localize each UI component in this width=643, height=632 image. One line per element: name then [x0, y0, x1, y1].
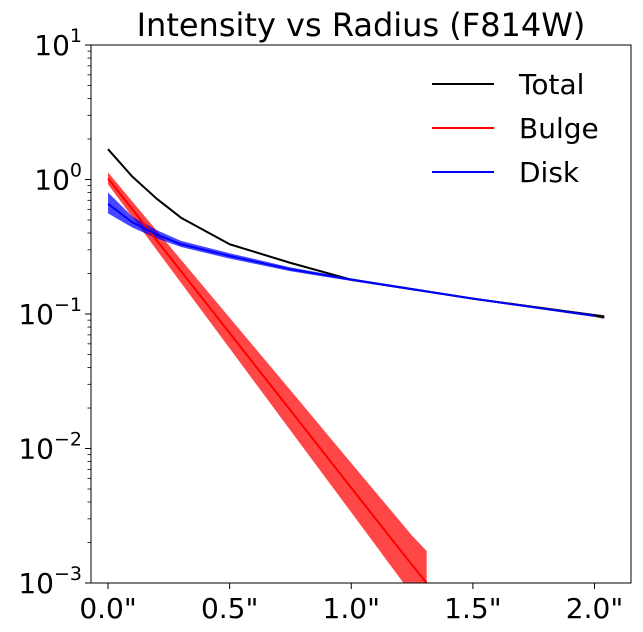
x-tick-label: 0.5" — [201, 592, 258, 625]
y-tick-label: 100 — [34, 160, 82, 197]
legend-label-disk: Disk — [519, 156, 580, 189]
y-axis: 10−3 10−2 10−1 100 101 — [18, 25, 91, 600]
x-tick-label: 1.0" — [323, 592, 380, 625]
chart-title: Intensity vs Radius (F814W) — [137, 6, 586, 44]
y-tick-label: 10−1 — [18, 294, 82, 331]
y-tick-label: 10−3 — [18, 563, 82, 600]
x-tick-label: 1.5" — [444, 592, 501, 625]
y-tick-label: 101 — [34, 25, 82, 62]
legend-label-bulge: Bulge — [519, 112, 599, 145]
bulge-line — [107, 177, 428, 583]
x-tick-label: 2.0" — [566, 592, 623, 625]
x-axis: 0.0" 0.5" 1.0" 1.5" 2.0" — [79, 583, 623, 625]
y-tick-label: 10−2 — [18, 429, 82, 466]
disk-band — [108, 192, 595, 317]
legend: Total Bulge Disk — [432, 68, 599, 189]
uncertainty-bands — [108, 148, 605, 583]
disk-line — [107, 202, 595, 317]
bulge-band — [108, 172, 427, 583]
legend-label-total: Total — [518, 68, 584, 101]
x-tick-label: 0.0" — [79, 592, 136, 625]
series-lines — [107, 148, 605, 583]
